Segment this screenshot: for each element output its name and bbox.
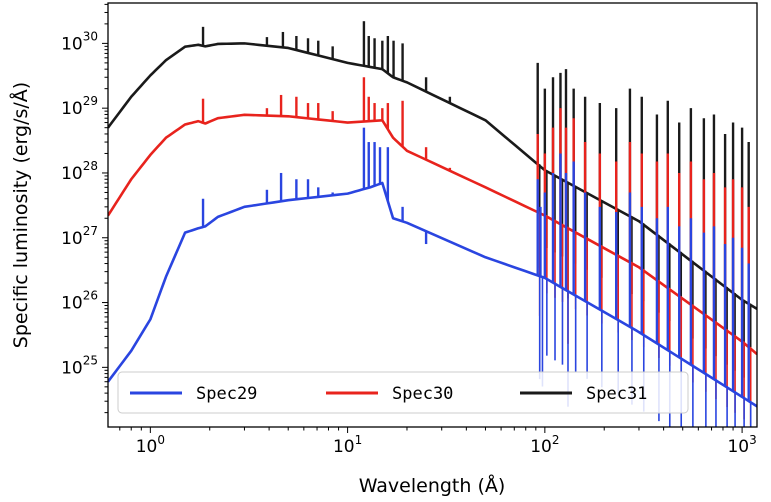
x-tick-label: 100	[136, 433, 165, 457]
y-axis-label: Specific luminosity (erg/s/Å)	[9, 82, 32, 348]
x-tick-label: 103	[727, 433, 756, 457]
x-axis: 100 101 102 103	[119, 427, 757, 457]
spec29-continuum	[108, 181, 757, 408]
series-layer	[108, 21, 757, 427]
x-tick-label: 101	[333, 433, 362, 457]
x-axis-label: Wavelength (Å)	[359, 474, 506, 497]
y-tick-label: 1030	[61, 29, 98, 54]
legend: Spec29 Spec30 Spec31	[117, 371, 689, 414]
spec29-legend-label: Spec29	[196, 384, 257, 404]
y-tick-label: 1025	[61, 353, 98, 378]
y-axis: 1025 1026 1027 1028 1029 1030	[61, 3, 108, 414]
y-tick-label: 1029	[61, 94, 98, 119]
y-tick-label: 1028	[61, 159, 98, 184]
y-tick-label: 1027	[61, 224, 98, 249]
spec31-legend-label: Spec31	[586, 384, 647, 404]
spec30-legend-label: Spec30	[392, 384, 453, 404]
x-tick-label: 102	[530, 433, 559, 457]
legend-box	[117, 371, 689, 414]
spec29-series	[108, 127, 757, 427]
plot-frame	[107, 2, 758, 428]
y-tick-label: 1026	[61, 289, 98, 314]
